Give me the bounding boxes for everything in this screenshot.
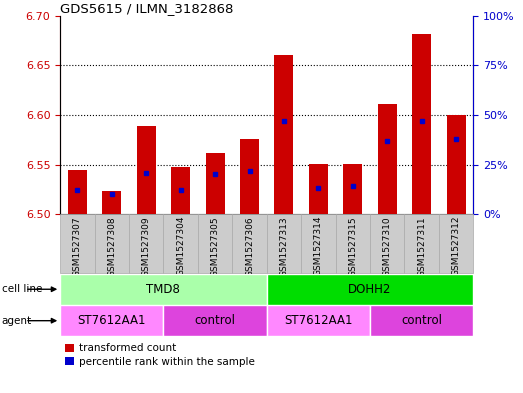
Bar [103,191,121,214]
Bar [370,214,404,273]
Bar [439,214,473,273]
Bar [60,214,95,273]
Bar [137,126,156,214]
Bar [129,214,163,273]
Text: GSM1527314: GSM1527314 [314,216,323,276]
Bar [370,305,473,336]
Bar [206,152,224,214]
Bar [163,214,198,273]
Bar [309,163,328,214]
Bar [60,305,163,336]
Bar [267,214,301,273]
Text: control: control [401,314,442,327]
Bar [301,214,336,273]
Bar [240,139,259,214]
Text: GSM1527304: GSM1527304 [176,216,185,276]
Bar [95,214,129,273]
Legend: transformed count, percentile rank within the sample: transformed count, percentile rank withi… [65,343,255,367]
Text: GSM1527305: GSM1527305 [211,216,220,277]
Text: DOHH2: DOHH2 [348,283,392,296]
Text: agent: agent [2,316,32,326]
Text: ST7612AA1: ST7612AA1 [284,314,353,327]
Text: GSM1527310: GSM1527310 [383,216,392,277]
Bar [198,214,232,273]
Bar [163,305,267,336]
Bar [336,214,370,273]
Bar [404,214,439,273]
Text: TMD8: TMD8 [146,283,180,296]
Bar [412,33,431,214]
Bar [232,214,267,273]
Text: GDS5615 / ILMN_3182868: GDS5615 / ILMN_3182868 [60,2,234,15]
Bar [267,305,370,336]
Text: GSM1527307: GSM1527307 [73,216,82,277]
Text: GSM1527315: GSM1527315 [348,216,357,277]
Bar [267,274,473,305]
Bar [378,104,397,214]
Bar [60,274,267,305]
Text: GSM1527312: GSM1527312 [451,216,461,276]
Bar [171,167,190,214]
Text: GSM1527308: GSM1527308 [107,216,116,277]
Text: cell line: cell line [2,284,42,294]
Text: control: control [195,314,235,327]
Text: ST7612AA1: ST7612AA1 [77,314,146,327]
Bar [68,169,87,214]
Text: GSM1527306: GSM1527306 [245,216,254,277]
Text: GSM1527311: GSM1527311 [417,216,426,277]
Text: GSM1527313: GSM1527313 [279,216,289,277]
Bar [447,115,465,214]
Bar [343,163,362,214]
Text: GSM1527309: GSM1527309 [142,216,151,277]
Bar [275,55,293,214]
